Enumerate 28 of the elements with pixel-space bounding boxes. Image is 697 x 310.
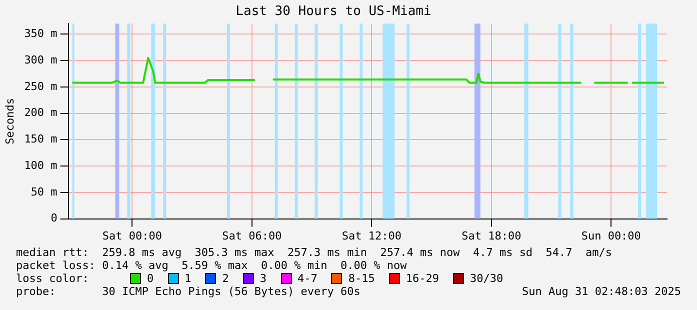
y-tick-label: 100 m	[24, 158, 58, 172]
legend-label: 8-15	[348, 272, 375, 285]
y-tick-label: 350 m	[24, 27, 58, 40]
y-tick-label: 150 m	[24, 132, 58, 146]
legend-label: 1	[184, 272, 192, 285]
text: median rtt: 259.8 ms avg 305.3 ms max 257.3 ms min 257.4 ms now 4.7 ms sd 54.7 am/s	[16, 246, 614, 259]
y-axis-title: Seconds	[3, 98, 16, 144]
text: Sun Aug 31 02:48:03 2025	[522, 285, 681, 298]
y-tick-label: 250 m	[24, 80, 58, 93]
y-tick-label: 50 m	[30, 185, 58, 198]
y-tick-label: 0	[50, 212, 58, 225]
legend-label: 16-29	[406, 272, 439, 285]
y-tick-label: 200 m	[24, 106, 58, 120]
legend-label: 0	[147, 272, 154, 285]
chart-title: Last 30 Hours to US-Miami	[236, 4, 432, 20]
text: probe: 30 ICMP Echo Pings (56 Bytes) every 60s	[16, 285, 360, 298]
x-tick-label: Sat 18:00	[462, 229, 522, 242]
y-tick-label: 300 m	[24, 53, 58, 66]
x-tick-label: Sat 12:00	[342, 229, 402, 242]
legend-label: 3	[260, 272, 266, 285]
legend-label: 30/30	[470, 272, 504, 285]
legend-label: 4-7	[298, 272, 318, 285]
legend-label: 2	[222, 272, 229, 285]
legend-title: loss color:	[16, 272, 90, 285]
x-tick-label: Sun 00:00	[581, 229, 641, 242]
text: packet loss: 0.14 % avg 5.59 % max 0.00 % min 0.00 % now	[16, 259, 408, 272]
x-tick-label: Sat 06:00	[222, 229, 282, 242]
x-tick-label: Sat 00:00	[102, 229, 162, 242]
